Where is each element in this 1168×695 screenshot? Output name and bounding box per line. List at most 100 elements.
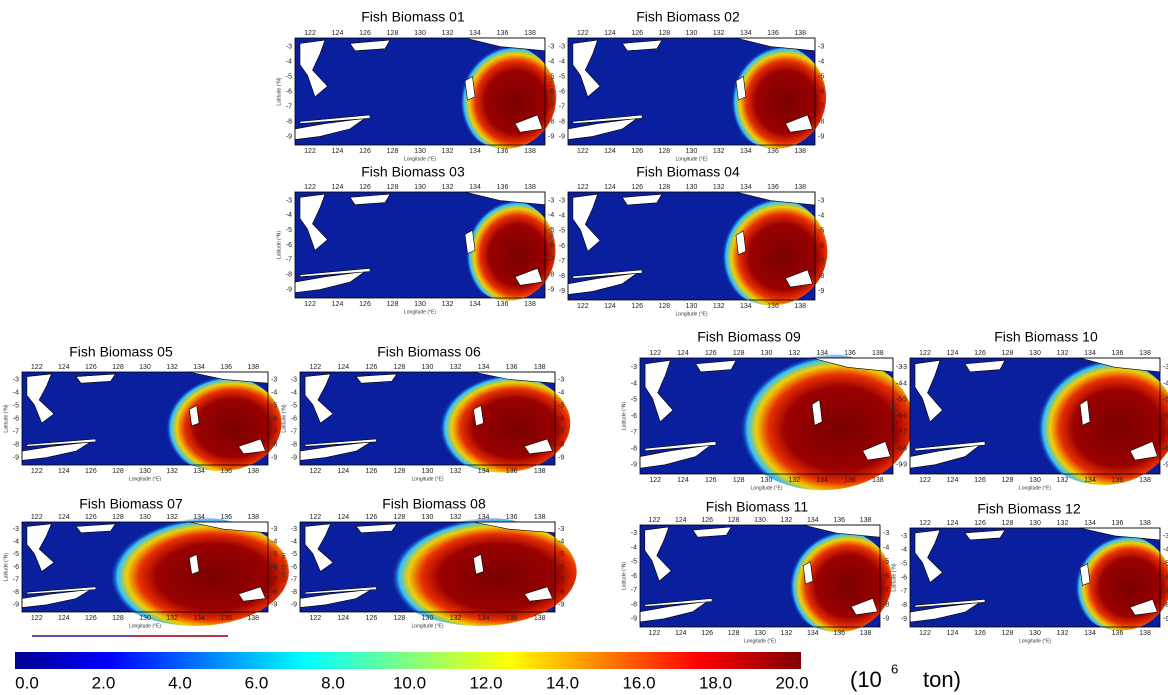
latitude-tick-label: -8 xyxy=(271,441,277,448)
longitude-tick-label: 132 xyxy=(442,148,454,155)
latitude-tick-label: -5 xyxy=(559,228,565,235)
latitude-tick-label: -3 xyxy=(286,197,292,204)
longitude-tick-label: 138 xyxy=(794,184,806,191)
latitude-tick-label: -4 xyxy=(631,380,637,387)
latitude-tick-label: -9 xyxy=(548,286,554,293)
longitude-tick-label: 122 xyxy=(649,630,661,637)
colorbar-unit: ton) xyxy=(923,667,961,692)
latitude-tick-label: -4 xyxy=(13,539,19,546)
longitude-tick-label: 124 xyxy=(332,148,344,155)
latitude-tick-label: -4 xyxy=(286,212,292,219)
latitude-tick-label: -6 xyxy=(559,243,565,250)
latitude-tick-label: -4 xyxy=(271,389,277,396)
longitude-tick-label: 136 xyxy=(220,514,232,521)
panel-title: Fish Biomass 08 xyxy=(382,496,486,512)
longitude-tick-label: 122 xyxy=(309,514,321,521)
longitude-tick-label: 124 xyxy=(58,468,70,475)
latitude-tick-label: -6 xyxy=(271,415,277,422)
latitude-tick-label: -9 xyxy=(818,288,824,295)
longitude-tick-label: 130 xyxy=(414,148,426,155)
latitude-tick-label: -8 xyxy=(548,118,554,125)
x-axis-label: Longitude (°E) xyxy=(129,623,161,629)
latitude-tick-label: -8 xyxy=(559,273,565,280)
longitude-tick-label: 122 xyxy=(577,148,589,155)
latitude-tick-label: -5 xyxy=(286,73,292,80)
latitude-tick-label: -4 xyxy=(559,213,565,220)
longitude-tick-label: 138 xyxy=(1139,477,1151,484)
longitude-tick-label: 124 xyxy=(947,477,959,484)
latitude-tick-label: -4 xyxy=(558,539,564,546)
latitude-tick-label: -5 xyxy=(291,402,297,409)
latitude-tick-label: -8 xyxy=(883,601,889,608)
land xyxy=(644,598,713,607)
longitude-tick-label: 136 xyxy=(506,514,518,521)
land xyxy=(349,193,391,206)
latitude-tick-label: -3 xyxy=(631,364,637,371)
land xyxy=(735,76,747,101)
land xyxy=(355,373,398,384)
latitude-tick-label: -7 xyxy=(558,428,564,435)
latitude-tick-label: -7 xyxy=(271,428,277,435)
land xyxy=(735,230,747,256)
latitude-tick-label: -4 xyxy=(631,544,637,551)
longitude-tick-label: 132 xyxy=(788,477,800,484)
longitude-tick-label: 132 xyxy=(450,615,462,622)
latitude-tick-label: -9 xyxy=(631,616,637,623)
latitude-tick-label: -7 xyxy=(548,103,554,110)
panel-title: Fish Biomass 07 xyxy=(79,496,183,512)
latitude-tick-label: -9 xyxy=(286,286,292,293)
longitude-tick-label: 134 xyxy=(469,148,481,155)
latitude-tick-label: -4 xyxy=(548,212,554,219)
longitude-tick-label: 126 xyxy=(705,477,717,484)
longitude-tick-label: 134 xyxy=(1084,520,1096,527)
longitude-tick-label: 136 xyxy=(1112,630,1124,637)
longitude-tick-label: 124 xyxy=(58,514,70,521)
longitude-tick-label: 132 xyxy=(713,184,725,191)
latitude-tick-label: -9 xyxy=(559,133,565,140)
longitude-tick-label: 132 xyxy=(166,468,178,475)
longitude-tick-label: 134 xyxy=(816,350,828,357)
x-axis-label: Longitude (°E) xyxy=(411,476,443,482)
longitude-tick-label: 136 xyxy=(1112,520,1124,527)
latitude-tick-label: -4 xyxy=(901,380,907,387)
land xyxy=(523,586,553,602)
colorbar-tick-label: 12.0 xyxy=(469,673,502,692)
longitude-tick-label: 124 xyxy=(338,468,350,475)
land xyxy=(349,39,391,52)
longitude-tick-label: 122 xyxy=(31,615,43,622)
latitude-tick-label: -6 xyxy=(1163,413,1168,420)
longitude-tick-label: 138 xyxy=(860,630,872,637)
latitude-tick-label: -9 xyxy=(13,454,19,461)
longitude-tick-label: 126 xyxy=(85,364,97,371)
latitude-tick-label: -3 xyxy=(548,197,554,204)
latitude-tick-label: -6 xyxy=(559,88,565,95)
map-frame xyxy=(294,191,546,299)
longitude-tick-label: 134 xyxy=(816,477,828,484)
latitude-tick-label: -3 xyxy=(818,43,824,50)
x-axis-label: Longitude (°E) xyxy=(404,156,436,162)
latitude-tick-label: -4 xyxy=(896,380,902,387)
y-axis-label: Latitude (°N) xyxy=(276,231,282,259)
longitude-tick-label: 132 xyxy=(442,184,454,191)
land xyxy=(784,269,813,288)
longitude-tick-label: 122 xyxy=(304,148,316,155)
latitude-tick-label: -4 xyxy=(286,58,292,65)
latitude-tick-label: -3 xyxy=(896,364,902,371)
longitude-tick-label: 122 xyxy=(649,517,661,524)
latitude-tick-label: -5 xyxy=(548,73,554,80)
longitude-tick-label: 134 xyxy=(478,468,490,475)
longitude-tick-label: 128 xyxy=(733,350,745,357)
land xyxy=(914,598,986,608)
biomass-hotspot xyxy=(716,197,828,306)
longitude-tick-label: 126 xyxy=(974,350,986,357)
latitude-tick-label: -4 xyxy=(558,389,564,396)
latitude-tick-label: -5 xyxy=(286,227,292,234)
latitude-tick-label: -6 xyxy=(883,573,889,580)
latitude-tick-label: -5 xyxy=(558,551,564,558)
longitude-tick-label: 130 xyxy=(761,477,773,484)
land xyxy=(238,586,266,602)
longitude-tick-label: 130 xyxy=(1029,630,1041,637)
latitude-tick-label: -7 xyxy=(896,429,902,436)
longitude-tick-label: 134 xyxy=(469,301,481,308)
longitude-tick-label: 126 xyxy=(366,364,378,371)
